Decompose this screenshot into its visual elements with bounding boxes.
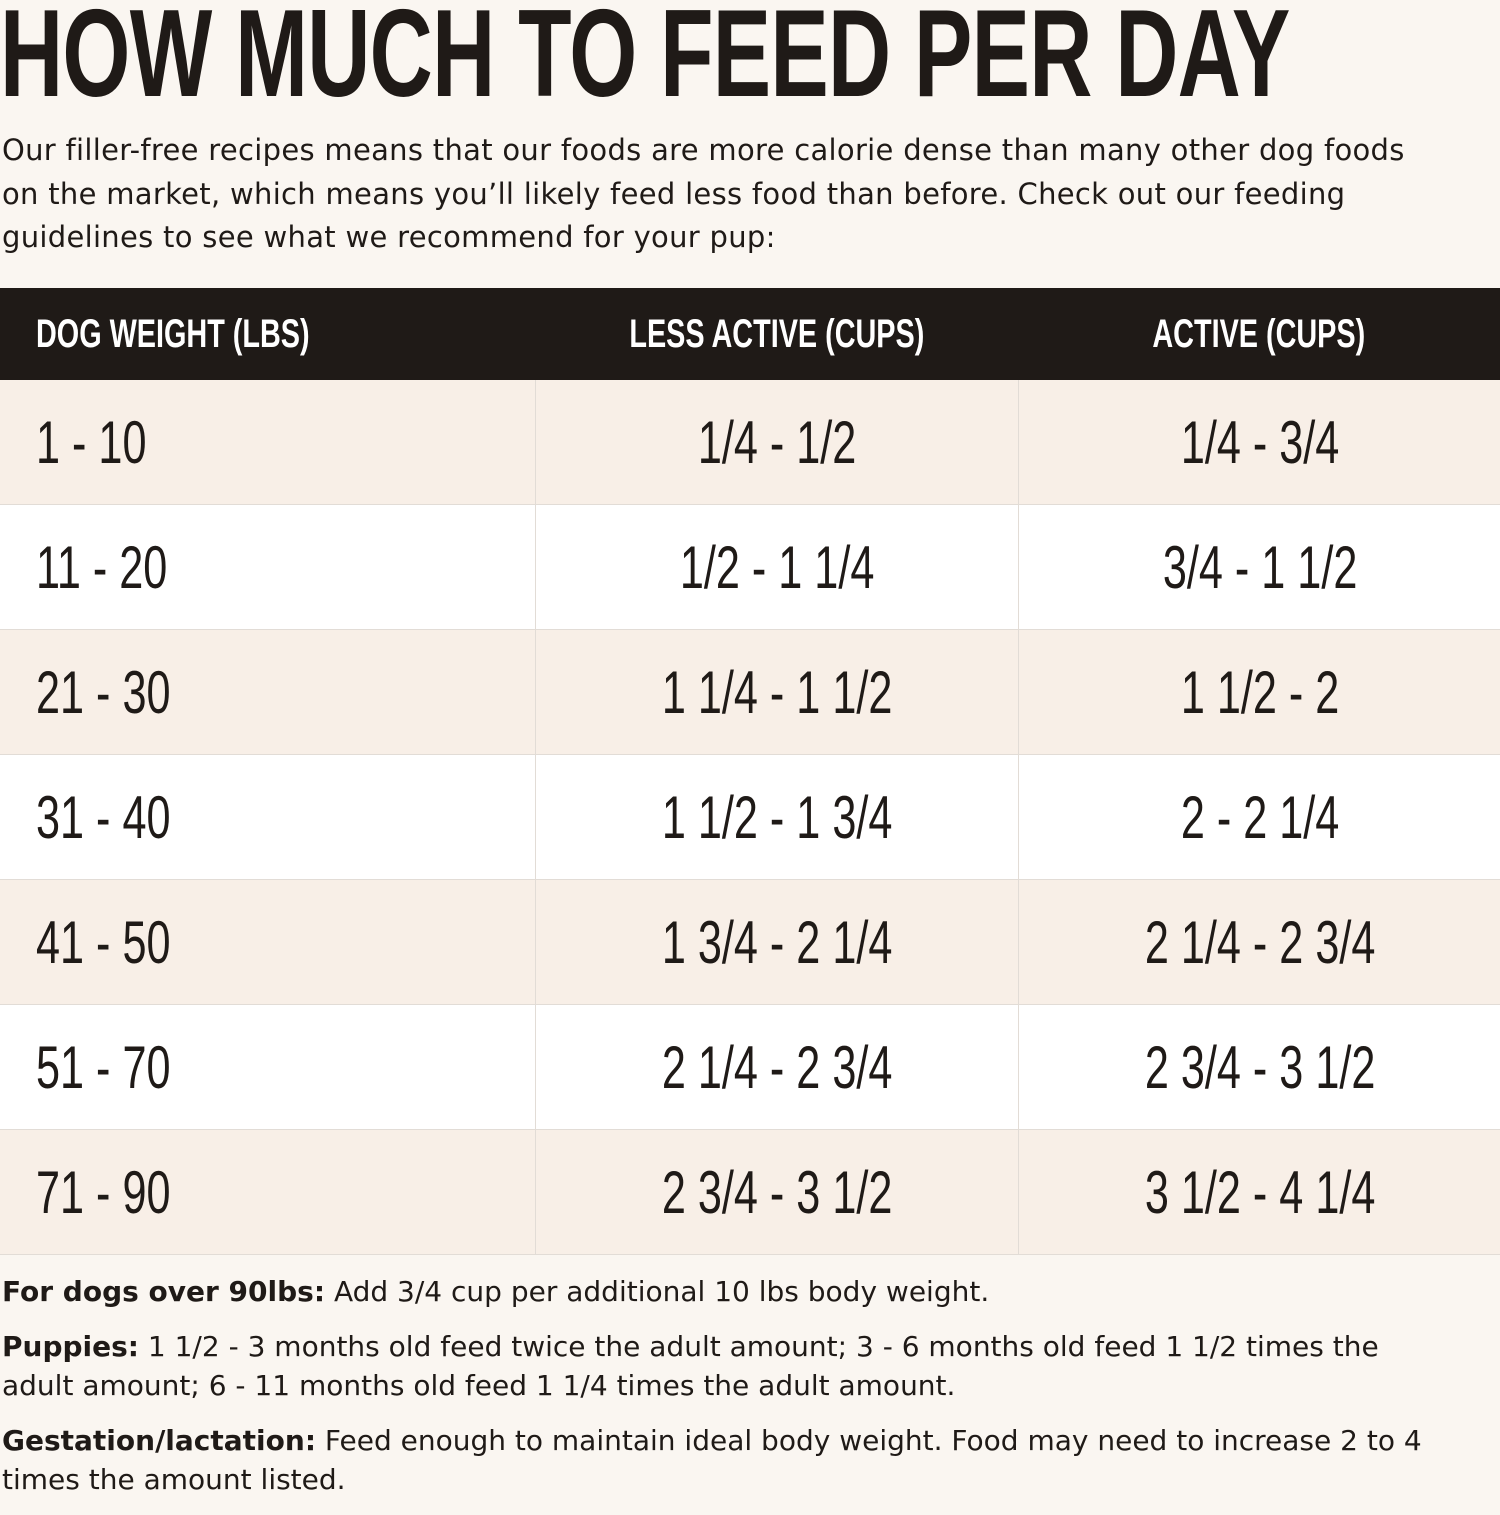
table-cell: 11 - 20: [0, 505, 535, 629]
table-cell: 1 - 10: [0, 380, 535, 504]
note-label: Puppies:: [2, 1330, 139, 1363]
feeding-table: DOG WEIGHT (LBS) LESS ACTIVE (CUPS) ACTIVE…: [0, 288, 1500, 1255]
header-text: ACTIVE (CUPS): [1152, 311, 1366, 356]
cell-text: 2 1/4 - 2 3/4: [662, 1033, 893, 1101]
notes: For dogs over 90lbs: Add 3/4 cup per add…: [2, 1272, 1452, 1515]
table-cell: 1/4 - 3/4: [1018, 380, 1500, 504]
table-cell: 71 - 90: [0, 1130, 535, 1254]
note-text: Feed enough to maintain ideal body weigh…: [2, 1424, 1422, 1496]
header-text: DOG WEIGHT (LBS): [36, 311, 310, 356]
title: HOW MUCH TO FEED PER DAY: [0, 0, 1290, 123]
cell-text: 1 1/2 - 2: [1180, 658, 1340, 726]
header-text: LESS ACTIVE (CUPS): [629, 311, 924, 356]
cell-text: 11 - 20: [36, 533, 168, 601]
cell-text: 1/4 - 3/4: [1180, 408, 1340, 476]
cell-text: 51 - 70: [36, 1033, 171, 1101]
cell-text: 1 - 10: [36, 408, 147, 476]
cell-text: 2 1/4 - 2 3/4: [1144, 908, 1376, 976]
table-cell: 1 1/4 - 1 1/2: [535, 630, 1019, 754]
table-cell: 1 1/2 - 1 3/4: [535, 755, 1019, 879]
note: Gestation/lactation: Feed enough to main…: [2, 1421, 1452, 1499]
note: Puppies: 1 1/2 - 3 months old feed twice…: [2, 1327, 1452, 1405]
cell-text: 41 - 50: [36, 908, 171, 976]
cell-text: 71 - 90: [36, 1158, 171, 1226]
table-row: 31 - 40 1 1/2 - 1 3/4 2 - 2 1/4: [0, 755, 1500, 880]
cell-text: 1/2 - 1 1/4: [680, 533, 875, 601]
note: For dogs over 90lbs: Add 3/4 cup per add…: [2, 1272, 1452, 1311]
cell-text: 1 1/2 - 1 3/4: [662, 783, 893, 851]
table-cell: 1 1/2 - 2: [1018, 630, 1500, 754]
table-row: 41 - 50 1 3/4 - 2 1/4 2 1/4 - 2 3/4: [0, 880, 1500, 1005]
cell-text: 1/4 - 1/2: [698, 408, 857, 476]
cell-text: 1 1/4 - 1 1/2: [662, 658, 893, 726]
note-label: Gestation/lactation:: [2, 1424, 317, 1457]
cell-text: 2 3/4 - 3 1/2: [1144, 1033, 1376, 1101]
table-cell: 3 1/2 - 4 1/4: [1018, 1130, 1500, 1254]
intro: Our filler-free recipes means that our f…: [2, 133, 1405, 254]
cell-text: 1 3/4 - 2 1/4: [662, 908, 893, 976]
table-cell: 1 3/4 - 2 1/4: [535, 880, 1019, 1004]
table-cell: 2 1/4 - 2 3/4: [535, 1005, 1019, 1129]
table-cell: 1/4 - 1/2: [535, 380, 1019, 504]
table-cell: 41 - 50: [0, 880, 535, 1004]
header-cell: ACTIVE (CUPS): [1018, 288, 1500, 380]
table-cell: 51 - 70: [0, 1005, 535, 1129]
table-row: 1 - 10 1/4 - 1/2 1/4 - 3/4: [0, 380, 1500, 505]
header-cell: DOG WEIGHT (LBS): [0, 288, 535, 380]
cell-text: 3 1/2 - 4 1/4: [1144, 1158, 1376, 1226]
cell-text: 21 - 30: [36, 658, 171, 726]
table-row: 51 - 70 2 1/4 - 2 3/4 2 3/4 - 3 1/2: [0, 1005, 1500, 1130]
note-text: Add 3/4 cup per additional 10 lbs body w…: [333, 1275, 990, 1308]
table-cell: 1/2 - 1 1/4: [535, 505, 1019, 629]
table-row: 71 - 90 2 3/4 - 3 1/2 3 1/2 - 4 1/4: [0, 1130, 1500, 1255]
cell-text: 31 - 40: [36, 783, 171, 851]
cell-text: 2 - 2 1/4: [1180, 783, 1340, 851]
cell-text: 2 3/4 - 3 1/2: [662, 1158, 893, 1226]
table-row: 11 - 20 1/2 - 1 1/4 3/4 - 1 1/2: [0, 505, 1500, 630]
table-cell: 31 - 40: [0, 755, 535, 879]
table-row: 21 - 30 1 1/4 - 1 1/2 1 1/2 - 2: [0, 630, 1500, 755]
note-label: For dogs over 90lbs:: [2, 1275, 326, 1308]
cell-text: 3/4 - 1 1/2: [1162, 533, 1358, 601]
table-cell: 2 1/4 - 2 3/4: [1018, 880, 1500, 1004]
header-row: DOG WEIGHT (LBS) LESS ACTIVE (CUPS) ACTIVE…: [0, 288, 1500, 380]
note-text: 1 1/2 - 3 months old feed twice the adul…: [2, 1330, 1379, 1402]
table-cell: 2 3/4 - 3 1/2: [1018, 1005, 1500, 1129]
table-cell: 21 - 30: [0, 630, 535, 754]
header-cell: LESS ACTIVE (CUPS): [535, 288, 1018, 380]
table-cell: 3/4 - 1 1/2: [1018, 505, 1500, 629]
table-cell: 2 3/4 - 3 1/2: [535, 1130, 1019, 1254]
table-cell: 2 - 2 1/4: [1018, 755, 1500, 879]
